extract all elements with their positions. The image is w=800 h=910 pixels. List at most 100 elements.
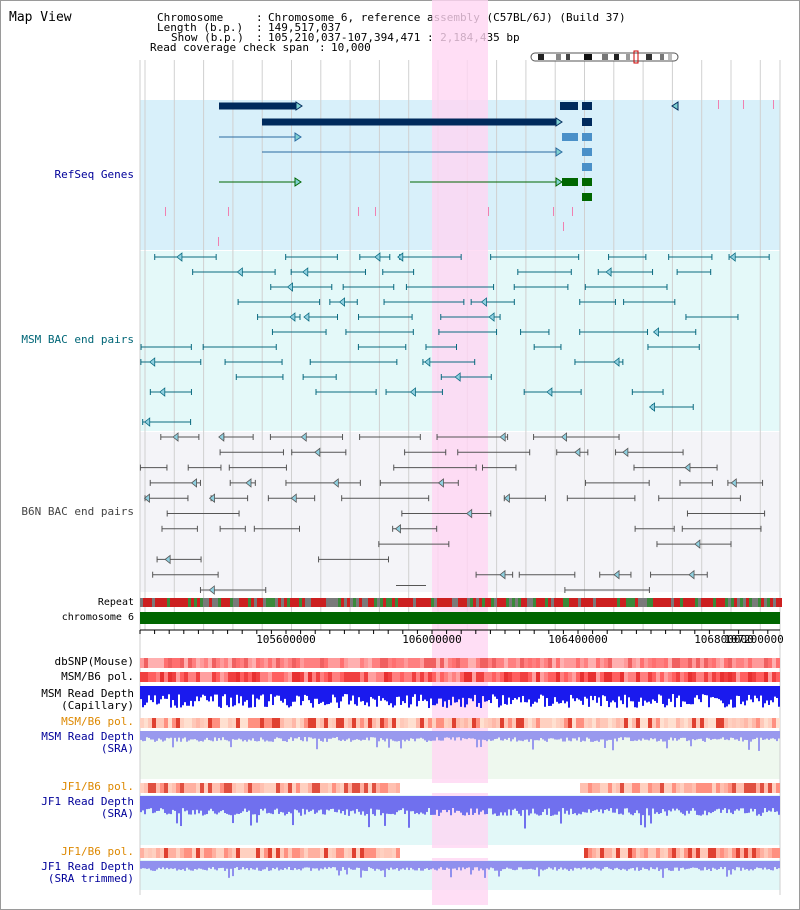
depth-bar xyxy=(384,861,386,878)
depth-bar xyxy=(588,731,590,739)
repeat-segment xyxy=(173,598,176,607)
heat-cell xyxy=(728,672,732,682)
heat-cell xyxy=(724,658,728,668)
depth-bar xyxy=(656,686,658,703)
depth-bar xyxy=(718,686,720,700)
heat-cell xyxy=(692,848,696,858)
dbsnp-label[interactable]: dbSNP(Mouse) xyxy=(54,655,134,668)
jf1-read-depth-trim-label-1[interactable]: JF1 Read Depth xyxy=(41,860,134,873)
depth-bar xyxy=(356,731,358,740)
refseq-gene xyxy=(262,147,563,157)
heat-cell xyxy=(744,672,748,682)
repeat-segment xyxy=(392,598,395,607)
depth-bar xyxy=(538,686,540,699)
jf1-b6-pol-label-2[interactable]: JF1/B6 pol. xyxy=(61,845,134,858)
heat-cell xyxy=(504,718,508,728)
heat-cell xyxy=(284,848,288,858)
heat-cell xyxy=(568,848,572,858)
heat-cell xyxy=(600,848,604,858)
repeat-segment xyxy=(383,598,386,607)
refseq-gene xyxy=(410,177,563,187)
heat-cell xyxy=(380,672,384,682)
depth-bar xyxy=(170,861,172,869)
msm-bac-label[interactable]: MSM BAC end pairs xyxy=(21,333,134,346)
heat-cell xyxy=(708,658,712,668)
depth-bar xyxy=(368,686,370,707)
depth-bar xyxy=(648,686,650,702)
msm-read-depth-cap-label-1[interactable]: MSM Read Depth xyxy=(41,687,134,700)
msm-read-depth-cap-label-2[interactable]: (Capillary) xyxy=(61,699,134,712)
depth-bar xyxy=(298,731,300,738)
depth-bar xyxy=(328,731,330,739)
depth-bar xyxy=(768,796,770,811)
depth-bar xyxy=(710,686,712,698)
heat-cell xyxy=(568,783,572,793)
msm-b6-pol-label-2[interactable]: MSM/B6 pol. xyxy=(61,715,134,728)
depth-bar xyxy=(656,796,658,813)
depth-bar xyxy=(240,686,242,697)
bac-end-arrow xyxy=(622,447,629,458)
bac-end-arrow xyxy=(499,569,506,580)
bac-end-arrow xyxy=(730,478,737,488)
depth-bar xyxy=(150,731,152,740)
jf1-b6-pol-label-1[interactable]: JF1/B6 pol. xyxy=(61,780,134,793)
depth-bar xyxy=(432,731,434,741)
depth-bar xyxy=(778,686,780,707)
refseq-genes-label[interactable]: RefSeq Genes xyxy=(54,168,134,181)
depth-bar xyxy=(316,796,318,813)
depth-bar xyxy=(550,861,552,869)
depth-bar xyxy=(710,861,712,871)
jf1-read-depth-trim-label-2[interactable]: (SRA trimmed) xyxy=(47,872,134,885)
b6n-bac-label[interactable]: B6N BAC end pairs xyxy=(21,505,134,518)
depth-bar xyxy=(186,796,188,811)
heat-cell xyxy=(276,783,280,793)
repeat-segment xyxy=(326,598,329,607)
heat-cell xyxy=(256,658,260,668)
bac-end-arrow xyxy=(503,493,510,504)
depth-bar xyxy=(416,861,418,871)
depth-bar xyxy=(606,731,608,741)
repeat-segment xyxy=(281,598,284,607)
depth-bar xyxy=(768,861,770,870)
heat-cell xyxy=(724,718,728,728)
depth-bar xyxy=(748,731,750,750)
heat-cell xyxy=(384,672,388,682)
depth-bar xyxy=(444,731,446,738)
heat-cell xyxy=(708,718,712,728)
depth-bar xyxy=(158,861,160,868)
depth-bar xyxy=(718,796,720,809)
heat-cell xyxy=(168,718,172,728)
jf1-read-depth-sra-label-1[interactable]: JF1 Read Depth xyxy=(41,795,134,808)
msm-read-depth-sra-label-2[interactable]: (SRA) xyxy=(100,742,134,755)
jf1-read-depth-sra-label-2[interactable]: (SRA) xyxy=(100,807,134,820)
depth-bar xyxy=(694,861,696,868)
depth-bar xyxy=(394,796,396,815)
depth-bar xyxy=(432,796,434,815)
depth-bar xyxy=(184,731,186,738)
heat-cell xyxy=(476,848,480,858)
heat-cell xyxy=(524,848,528,858)
jf1-read-depth-sra xyxy=(140,796,780,829)
depth-bar xyxy=(588,686,590,707)
heat-cell xyxy=(328,718,332,728)
heat-cell xyxy=(316,783,320,793)
heat-cell xyxy=(472,718,476,728)
heat-cell xyxy=(396,783,400,793)
depth-bar xyxy=(506,686,508,705)
heat-cell xyxy=(232,783,236,793)
depth-bar xyxy=(602,686,604,696)
heat-cell xyxy=(732,718,736,728)
heat-cell xyxy=(192,848,196,858)
heat-cell xyxy=(632,658,636,668)
heat-cell xyxy=(764,783,768,793)
msm-read-depth-capillary xyxy=(140,686,780,708)
depth-bar xyxy=(724,731,726,740)
repeat-segment xyxy=(185,598,188,607)
depth-bar xyxy=(264,686,266,707)
msm-b6-pol-label-1[interactable]: MSM/B6 pol. xyxy=(61,670,134,683)
depth-bar xyxy=(144,796,146,815)
depth-bar xyxy=(410,731,412,739)
heat-cell xyxy=(172,848,176,858)
msm-read-depth-sra-label-1[interactable]: MSM Read Depth xyxy=(41,730,134,743)
